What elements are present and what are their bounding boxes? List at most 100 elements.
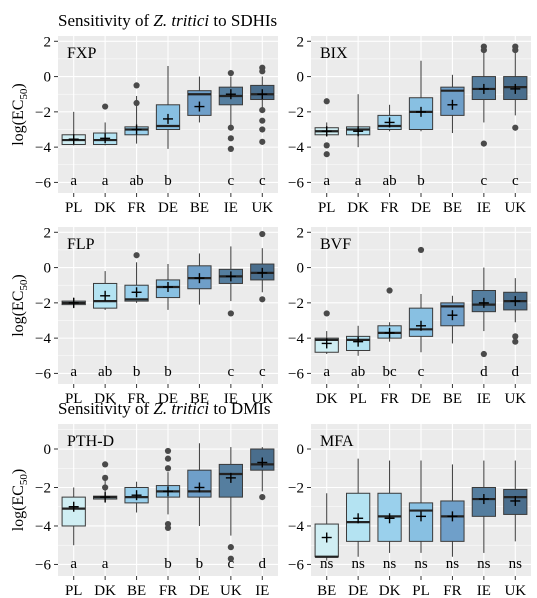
- panel-label: PTH-D: [67, 433, 114, 450]
- box-uk: ns: [503, 460, 528, 572]
- outlier-point: [227, 124, 234, 131]
- y-tick-label: −4: [288, 331, 304, 347]
- x-tick-label: PL: [318, 200, 336, 216]
- box-uk: d: [503, 278, 528, 380]
- outlier-point: [133, 252, 140, 259]
- panel-mfa: 0 −2 −4 −6 ns ns ns ns ns ns ns MFA BE DE DK PL FR IE UK: [288, 424, 531, 598]
- outlier-point: [133, 99, 140, 107]
- y-tick-label: −6: [35, 175, 51, 191]
- box-fr: b: [155, 447, 181, 572]
- box-pl: ab: [346, 325, 371, 380]
- outlier-point: [227, 544, 234, 551]
- x-tick-label: DE: [411, 391, 431, 407]
- outlier-point: [164, 465, 172, 472]
- significance-letter: ns: [509, 556, 523, 572]
- y-tick-label: −2: [288, 105, 304, 121]
- x-tick-label: PL: [349, 391, 367, 407]
- significance-letter: a: [323, 364, 330, 380]
- y-tick-label: −6: [288, 557, 304, 573]
- significance-letter: ns: [414, 556, 428, 572]
- outlier-point: [386, 287, 393, 294]
- box-pl: a: [61, 297, 86, 380]
- y-tick-label: −2: [288, 296, 304, 312]
- significance-letter: a: [70, 364, 77, 380]
- outlier-point: [512, 333, 519, 340]
- x-tick-label: BE: [190, 391, 209, 407]
- panel-label: MFA: [320, 433, 354, 450]
- box-be: [187, 253, 212, 305]
- outlier-point: [102, 474, 109, 481]
- significance-letter: b: [196, 556, 204, 572]
- outlier-point: [480, 140, 487, 147]
- outlier-point: [480, 47, 487, 54]
- x-tick-label: UK: [504, 391, 526, 407]
- panel-fxp: 2 0 −2 −4 −6 a a ab b c c FXP PL DK FR DE BE IE UK log(EC50…: [10, 34, 278, 216]
- outlier-point: [102, 461, 109, 468]
- outlier-point: [227, 310, 234, 317]
- x-tick-label: UK: [504, 200, 526, 216]
- y-tick-label: −4: [288, 140, 304, 156]
- x-tick-label: FR: [159, 583, 177, 598]
- x-tick-label: DE: [189, 583, 209, 598]
- y-tick-label: 0: [297, 70, 305, 86]
- outlier-point: [323, 142, 330, 149]
- panel-bvf: 2 0 −2 −4 −6 a ab bc c d d BVF DK PL FR DE BE IE UK: [288, 225, 531, 407]
- y-tick-label: 0: [44, 261, 52, 277]
- box-ie: c: [218, 246, 243, 380]
- x-tick-label: UK: [251, 391, 273, 407]
- outlier-point: [259, 126, 266, 133]
- outlier-point: [259, 230, 266, 238]
- significance-letter: d: [480, 364, 488, 380]
- outlier-point: [259, 117, 266, 124]
- x-tick-label: IE: [224, 200, 238, 216]
- box-ie: d: [471, 267, 496, 380]
- outlier-point: [227, 555, 234, 562]
- box-pl: a: [314, 98, 339, 189]
- outlier-point: [323, 310, 330, 317]
- box-uk: c: [250, 64, 275, 189]
- box-dk: a: [93, 103, 118, 189]
- x-tick-label: DE: [158, 200, 178, 216]
- significance-letter: a: [70, 173, 77, 189]
- significance-letter: a: [102, 173, 109, 189]
- significance-letter: ns: [351, 556, 365, 572]
- outlier-point: [417, 246, 425, 254]
- outlier-point: [227, 69, 234, 77]
- box-be: [440, 74, 465, 134]
- significance-letter: d: [259, 556, 267, 572]
- y-axis-label: log(EC50): [10, 469, 30, 532]
- x-tick-label: BE: [443, 200, 462, 216]
- outlier-point: [102, 484, 109, 491]
- y-tick-label: −2: [35, 105, 51, 121]
- significance-letter: c: [512, 173, 519, 189]
- significance-letter: c: [259, 173, 266, 189]
- significance-letter: a: [70, 556, 77, 572]
- y-tick-label: −2: [35, 480, 51, 496]
- x-tick-label: BE: [443, 391, 462, 407]
- box-dk: a: [314, 310, 339, 380]
- y-tick-label: −4: [35, 519, 51, 535]
- y-tick-label: −4: [35, 140, 51, 156]
- significance-letter: ns: [446, 556, 460, 572]
- significance-letter: ns: [320, 556, 334, 572]
- box-be: [187, 76, 212, 123]
- x-tick-label: UK: [251, 200, 273, 216]
- x-tick-label: DE: [411, 200, 431, 216]
- box-dk: ab: [93, 271, 118, 380]
- outlier-point: [164, 447, 172, 455]
- significance-letter: c: [259, 364, 266, 380]
- significance-letter: c: [418, 364, 425, 380]
- x-tick-label: PL: [65, 200, 83, 216]
- panel-label: FLP: [67, 236, 95, 253]
- x-tick-label: UK: [220, 583, 242, 598]
- panel-flp: 2 0 −2 −4 −6 a ab b b c c FLP PL DK FR DE BE IE UK log(EC50…: [10, 225, 278, 407]
- box-dk: ns: [377, 460, 402, 572]
- panel-pth-d: 0 −2 −4 −6 a a b b c d PTH-D PL DK BE FR DE UK IE log(EC50…: [10, 424, 278, 598]
- x-tick-label: DK: [379, 583, 401, 598]
- outlier-point: [164, 524, 172, 531]
- x-tick-label: DK: [94, 583, 116, 598]
- box-fr: b: [124, 252, 149, 380]
- box-ie: ns: [471, 460, 496, 572]
- x-tick-label: BE: [317, 583, 336, 598]
- y-axis-label: log(EC50): [10, 83, 30, 146]
